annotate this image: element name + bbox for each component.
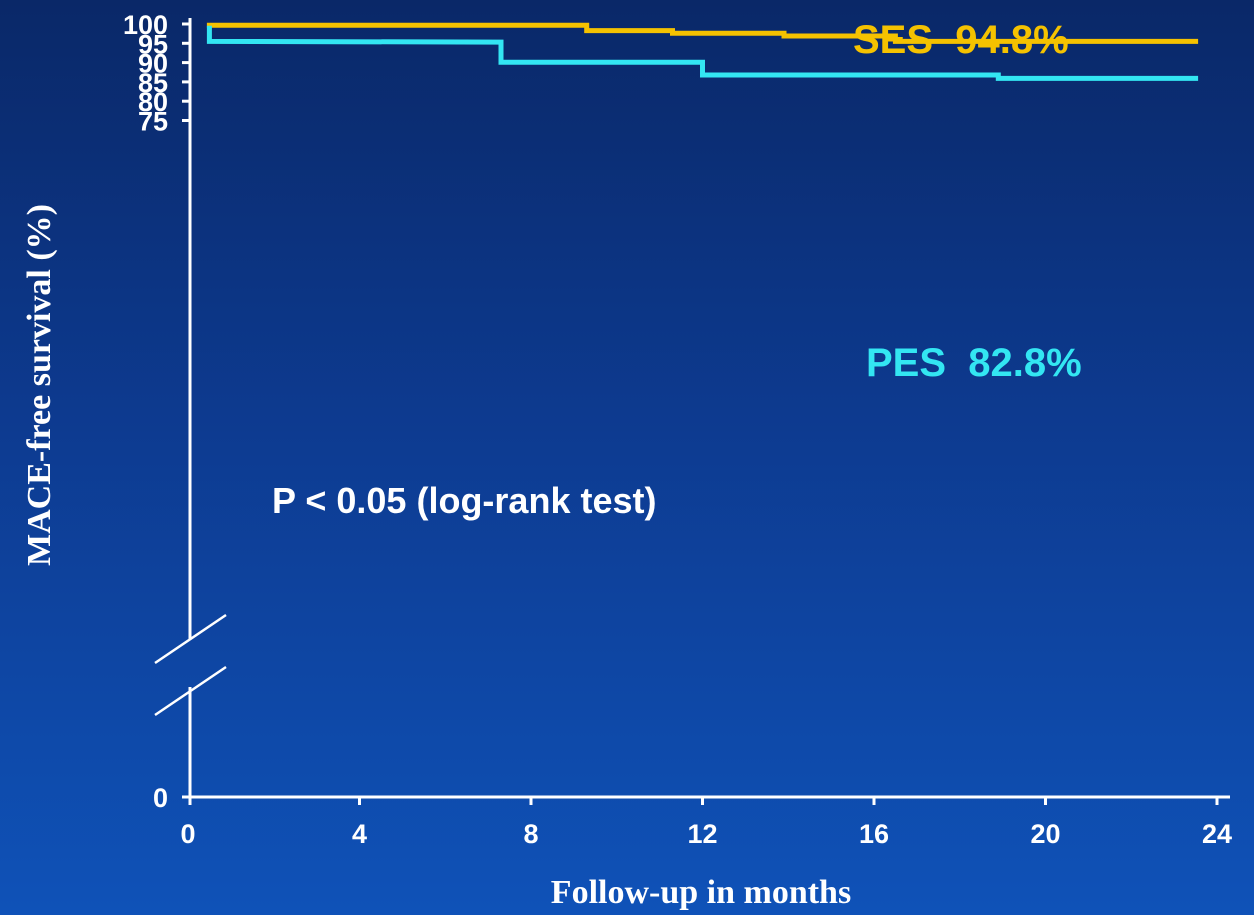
pes-annotation: PES 82.8% xyxy=(866,341,1082,385)
p-value-annotation: P < 0.05 (log-rank test) xyxy=(272,480,656,521)
x-tick-label: 16 xyxy=(859,819,889,849)
y-tick-label: 80 xyxy=(138,87,168,117)
x-tick-label: 20 xyxy=(1030,819,1060,849)
x-axis-title: Follow-up in months xyxy=(551,874,851,911)
y-axis-title: MACE-free survival (%) xyxy=(21,204,58,566)
x-tick-label: 4 xyxy=(352,819,367,849)
axes xyxy=(154,18,1230,799)
y-tick-label: 85 xyxy=(138,68,168,98)
x-tick-label: 12 xyxy=(687,819,717,849)
series-line-ses xyxy=(206,22,1199,44)
axis-break-mark xyxy=(154,613,227,665)
series-lines xyxy=(206,22,1199,81)
y-tick-label: 90 xyxy=(138,49,168,79)
x-tick-label: 8 xyxy=(523,819,538,849)
y-tick-label: 95 xyxy=(138,29,168,59)
ses-annotation: SES 94.8% xyxy=(853,18,1069,62)
series-line-pes xyxy=(206,25,1199,81)
y-tick-label: 75 xyxy=(138,107,168,137)
y-tick-label: 100 xyxy=(123,10,168,40)
x-tick-label: 24 xyxy=(1202,819,1232,849)
x-tick-label: 0 xyxy=(180,819,195,849)
y-tick-label: 0 xyxy=(153,783,168,813)
axis-break-mark xyxy=(154,665,227,717)
